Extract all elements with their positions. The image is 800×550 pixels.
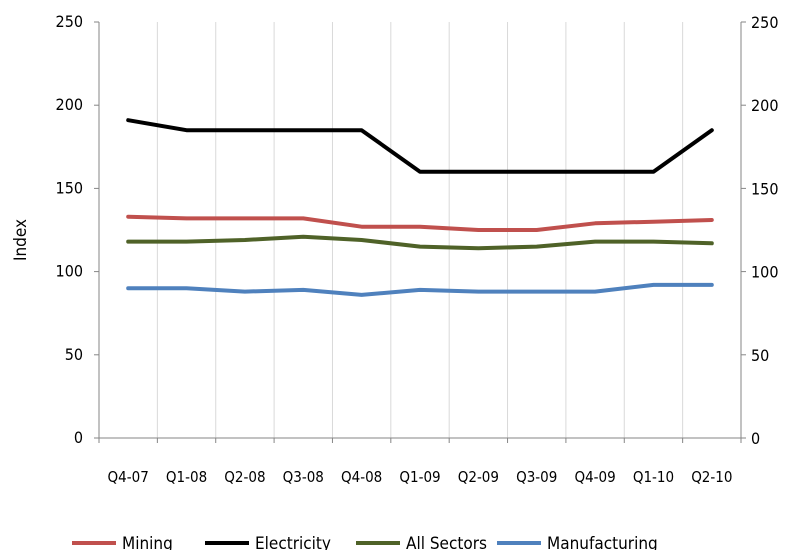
x-tick-label: Q4-08: [341, 468, 382, 486]
legend-item-electricity: Electricity: [205, 534, 331, 550]
right-y-tick-label: 200: [751, 96, 778, 115]
left-y-tick-label: 100: [56, 262, 83, 281]
x-tick-labels: Q4-07 Q1-08 Q2-08 Q3-08 Q4-08 Q1-09 Q2-09 Q3-09…: [108, 468, 733, 486]
x-tick-label: Q1-09: [399, 468, 440, 486]
right-y-tick-label: 250: [751, 13, 778, 32]
legend-label: All Sectors: [406, 534, 487, 550]
legend-item-mining: Mining: [72, 534, 173, 550]
x-tick-label: Q4-09: [574, 468, 615, 486]
legend-label: Mining: [122, 534, 173, 550]
legend-item-all-sectors: All Sectors: [356, 534, 487, 550]
x-tick-label: Q2-08: [224, 468, 265, 486]
left-y-tick-labels: 0 50 100 150 200 250: [56, 12, 83, 447]
left-y-tick-label: 250: [56, 12, 83, 31]
x-tick-label: Q1-10: [633, 468, 674, 486]
x-tick-label: Q3-08: [283, 468, 324, 486]
right-y-tick-label: 100: [751, 263, 778, 282]
right-y-tick-label: 150: [751, 179, 778, 198]
legend-item-manufacturing: Manufacturing: [497, 534, 658, 550]
legend: Mining Electricity All Sectors Manufacturin…: [72, 534, 658, 550]
legend-label: Manufacturing: [547, 534, 658, 550]
left-y-tick-label: 200: [56, 95, 83, 114]
left-y-tick-label: 0: [74, 428, 83, 447]
legend-label: Electricity: [255, 534, 331, 550]
right-y-tick-label: 0: [751, 429, 760, 448]
left-y-tick-label: 150: [56, 178, 83, 197]
series-line-manufacturing: [126, 282, 714, 297]
x-tick-label: Q3-09: [516, 468, 557, 486]
x-tick-label: Q2-10: [691, 468, 732, 486]
series-line-all-sectors: [126, 234, 714, 251]
right-y-tick-label: 50: [751, 346, 769, 365]
left-y-tick-label: 50: [65, 345, 83, 364]
series-line-mining: [126, 214, 714, 232]
right-y-tick-labels: 0 50 100 150 200 250: [751, 13, 778, 448]
y-axis-label: Index: [11, 219, 31, 261]
x-tick-label: Q2-09: [458, 468, 499, 486]
series-line-electricity: [126, 118, 714, 174]
axes: [94, 21, 746, 443]
x-tick-label: Q4-07: [108, 468, 149, 486]
series-lines: [126, 118, 714, 297]
x-tick-label: Q1-08: [166, 468, 207, 486]
